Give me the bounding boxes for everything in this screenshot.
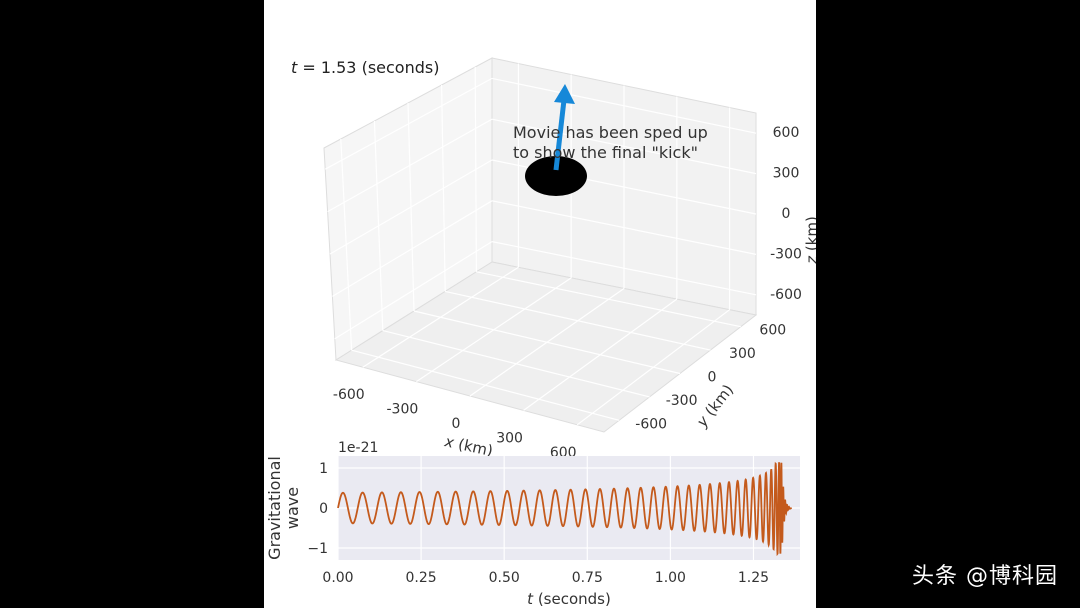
grid-line: [474, 66, 477, 272]
grid-line: [413, 310, 681, 375]
y-axis-label: y (km): [692, 381, 737, 431]
wave-ticks: 0.00 0.25 0.50 0.75 1.00 1.25 −1 0 1: [307, 461, 769, 586]
grid-line: [523, 298, 678, 411]
wave-xlabel: t (seconds): [527, 590, 611, 608]
offset-text: 1e-21: [338, 440, 378, 456]
grid-line: [476, 271, 741, 328]
x-tick-label: -300: [387, 402, 419, 418]
wave-x-tick-label: 0.75: [572, 570, 603, 586]
wave-ylabel-2: wave: [283, 487, 302, 529]
figure-canvas: -600-3000300600-600-3000300600-600-30003…: [265, 57, 816, 608]
figure-panel: -600 -300 0 300 600 -600 -300 0 300 600 -600 -300 0 3…: [264, 0, 816, 608]
pane-floor: [334, 261, 758, 433]
wave-y-tick-label: 1: [319, 461, 328, 477]
z-tick-label: 600: [773, 125, 800, 141]
annotation-line-1: Movie has been sped up: [513, 123, 708, 142]
3d-panes: [323, 57, 758, 433]
wave-x-tick-label: 0.25: [406, 570, 437, 586]
wave-y-tick-label: 0: [319, 501, 328, 517]
z-tick-label: -600: [770, 287, 802, 303]
time-label: t = 1.53 (seconds): [291, 58, 439, 77]
3d-ticks: -600-3000300600-600-3000300600-600-30003…: [333, 125, 802, 461]
grid-line: [327, 118, 493, 213]
z-axis-label: z (km): [803, 216, 816, 265]
x-tick-label: -600: [333, 387, 365, 403]
grid-line: [441, 84, 446, 292]
z-tick-label: 300: [773, 166, 800, 182]
grid-line: [324, 77, 493, 170]
wave-ylabel-1: Gravitational: [265, 456, 284, 560]
wave-x-tick-label: 1.25: [738, 570, 769, 586]
kick-arrow-head: [554, 84, 575, 104]
watermark: 头条 @博科园: [912, 564, 1058, 589]
x-axis-label: x (km): [442, 432, 494, 460]
y-tick-label: -300: [666, 393, 698, 409]
wave-x-tick-label: 1.00: [655, 570, 686, 586]
grid-line: [491, 77, 757, 134]
kick-arrow-shaft: [553, 99, 567, 171]
grid-line: [329, 159, 493, 255]
wave-y-tick-label: −1: [307, 541, 328, 557]
y-tick-label: 0: [708, 370, 717, 386]
y-tick-label: -600: [635, 416, 667, 432]
grid-line: [491, 118, 757, 175]
wave-x-tick-label: 0.50: [489, 570, 520, 586]
grid-line: [576, 309, 730, 426]
y-tick-label: 600: [759, 323, 786, 339]
z-tick-label: 0: [782, 206, 791, 222]
z-tick-label: -300: [770, 246, 802, 262]
annotation-line-2: to show the final "kick": [513, 143, 698, 162]
x-tick-label: 300: [496, 430, 523, 446]
grid-line: [445, 290, 711, 351]
black-hole-remnant: [525, 156, 587, 196]
wave-series-line: [337, 461, 792, 557]
x-tick-label: 0: [452, 416, 461, 432]
wave-x-tick-label: 0.00: [322, 570, 353, 586]
y-tick-label: 300: [729, 346, 756, 362]
